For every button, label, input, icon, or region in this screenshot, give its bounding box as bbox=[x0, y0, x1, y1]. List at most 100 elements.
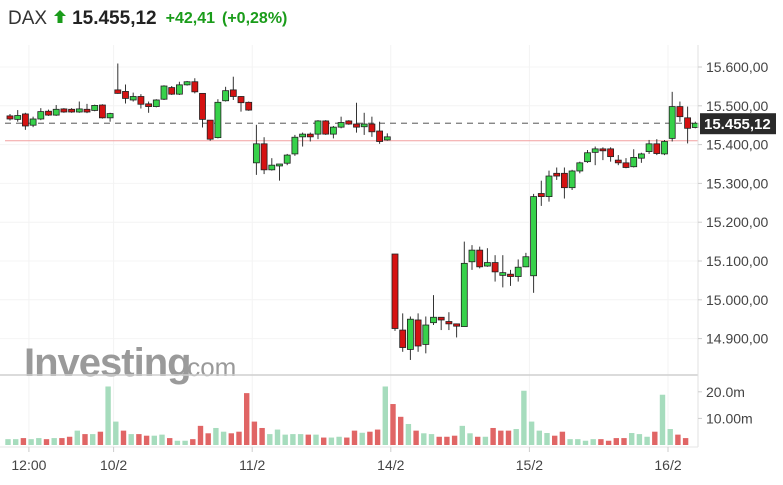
candle-body bbox=[260, 143, 268, 171]
candle-body bbox=[6, 115, 14, 120]
candle bbox=[75, 101, 83, 113]
volume-bar bbox=[667, 429, 673, 445]
candle-body bbox=[483, 262, 491, 267]
candle bbox=[661, 139, 668, 156]
candle bbox=[468, 245, 476, 270]
volume-bar bbox=[405, 423, 412, 445]
candle bbox=[91, 104, 99, 112]
candle bbox=[322, 120, 330, 135]
candle bbox=[561, 167, 568, 199]
volume-bar bbox=[305, 434, 311, 445]
candle-body bbox=[52, 108, 60, 116]
candle bbox=[684, 106, 691, 144]
volume-bar bbox=[436, 436, 442, 445]
candle-body bbox=[206, 119, 214, 140]
candle-body bbox=[183, 81, 191, 86]
volume-bar bbox=[290, 434, 296, 445]
time-tick-label: 15/2 bbox=[516, 457, 543, 473]
volume-bar bbox=[582, 440, 589, 445]
volume-bar bbox=[598, 439, 604, 445]
volume-bar bbox=[259, 427, 265, 445]
candle bbox=[206, 119, 214, 141]
volume-bar bbox=[498, 430, 504, 445]
watermark-brand: Investing bbox=[24, 341, 191, 385]
candle bbox=[522, 252, 530, 268]
volume-bar bbox=[528, 421, 535, 445]
candle-body bbox=[445, 321, 453, 325]
candle-body bbox=[653, 143, 661, 154]
candle bbox=[175, 81, 183, 95]
quote-header: DAX 15.455,12 +42,41 (+0,28%) bbox=[8, 6, 294, 32]
candle-body bbox=[322, 120, 330, 135]
volume-bar bbox=[398, 416, 404, 445]
volume-bar bbox=[590, 439, 596, 445]
candle-body bbox=[99, 104, 106, 119]
candle-body bbox=[129, 96, 137, 101]
candle bbox=[553, 167, 561, 180]
volume-bar bbox=[367, 431, 373, 445]
candle-body bbox=[199, 92, 206, 120]
volume-bar bbox=[505, 430, 512, 445]
volume-bar bbox=[659, 394, 666, 445]
candle-body bbox=[622, 162, 630, 168]
candle bbox=[430, 295, 437, 326]
volume-bar bbox=[82, 434, 88, 445]
candle-body bbox=[638, 153, 645, 159]
current-price-label: 15.455,12 bbox=[704, 116, 771, 133]
volume-bar bbox=[413, 430, 419, 445]
candle bbox=[14, 110, 22, 122]
volume-bar bbox=[90, 434, 96, 445]
volume-bar bbox=[390, 404, 396, 445]
candle-body bbox=[607, 148, 614, 158]
volume-bar bbox=[490, 427, 496, 445]
candle bbox=[222, 86, 230, 102]
candle bbox=[653, 139, 661, 156]
candle-body bbox=[406, 318, 414, 350]
volume-tick-label: 10.00m bbox=[706, 410, 753, 426]
candle-body bbox=[561, 172, 568, 189]
candle-body bbox=[476, 249, 484, 268]
volume-bar bbox=[120, 430, 127, 445]
candle-body bbox=[14, 115, 22, 120]
volume-bar bbox=[167, 438, 173, 445]
candle-body bbox=[37, 111, 45, 120]
volume-bar bbox=[552, 435, 558, 445]
time-tick-label: 16/2 bbox=[654, 457, 681, 473]
price-tick-label: 15.600,00 bbox=[706, 59, 768, 75]
volume-bar bbox=[151, 435, 157, 445]
candle-body bbox=[684, 117, 691, 129]
volume-bar bbox=[636, 434, 643, 445]
candle bbox=[676, 101, 684, 122]
candle bbox=[360, 112, 368, 135]
volume-bar bbox=[421, 433, 427, 445]
candle bbox=[299, 132, 307, 147]
candle-body bbox=[553, 172, 561, 177]
candle-body bbox=[314, 120, 322, 135]
candle bbox=[45, 109, 52, 116]
candle-body bbox=[514, 266, 522, 277]
volume-bar bbox=[482, 436, 489, 445]
candle bbox=[599, 147, 607, 161]
volume-tick-label: 20.0m bbox=[706, 384, 745, 400]
candle-body bbox=[399, 329, 407, 348]
volume-bar bbox=[297, 434, 304, 445]
volume-bar bbox=[351, 430, 358, 445]
volume-bar bbox=[20, 438, 27, 445]
candle-body bbox=[414, 319, 422, 347]
candle-body bbox=[306, 133, 314, 138]
volume-bar bbox=[521, 390, 527, 445]
candle-body bbox=[383, 136, 391, 141]
candle-body bbox=[591, 148, 599, 153]
candle bbox=[514, 259, 522, 282]
candle-body bbox=[614, 159, 622, 164]
candle bbox=[283, 153, 291, 166]
volume-bar bbox=[513, 429, 519, 445]
volume-bar bbox=[43, 439, 50, 445]
volume-bar bbox=[559, 431, 566, 445]
candle bbox=[499, 255, 507, 288]
candle-body bbox=[214, 101, 222, 139]
volume-bar bbox=[605, 440, 612, 445]
candle bbox=[191, 78, 199, 94]
candle-body bbox=[299, 133, 307, 138]
